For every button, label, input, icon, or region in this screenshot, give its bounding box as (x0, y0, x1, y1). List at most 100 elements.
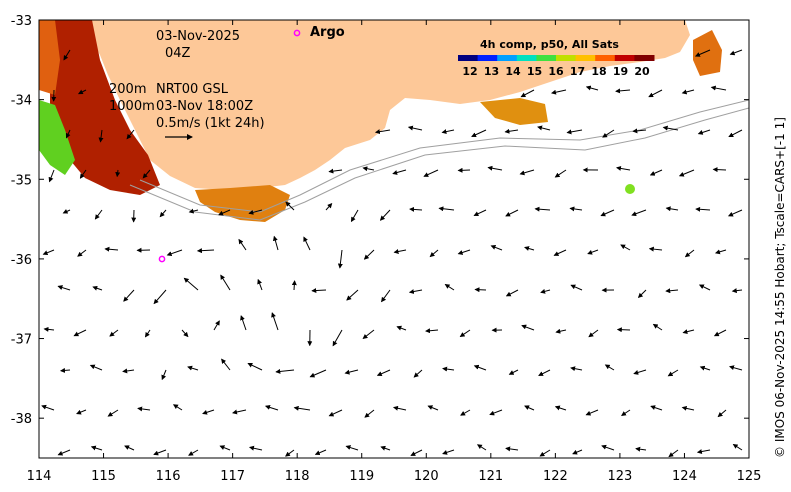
current-arrow (123, 289, 135, 302)
current-arrow (124, 445, 135, 451)
current-arrow (442, 449, 455, 455)
x-tick-label: 125 (737, 469, 762, 484)
current-arrow (732, 443, 743, 451)
legend-tick-label: 19 (612, 65, 629, 78)
current-arrow (505, 209, 519, 217)
colorbar-segment (458, 55, 479, 61)
current-arrow (731, 288, 743, 294)
x-tick-label: 116 (156, 469, 181, 484)
current-arrow (374, 129, 391, 135)
current-arrow (196, 248, 215, 254)
current-arrow (504, 128, 519, 134)
current-arrow (62, 209, 71, 214)
current-arrow (615, 88, 631, 94)
x-tick-label: 121 (478, 469, 503, 484)
current-arrow (325, 202, 333, 211)
sst-patch-green (39, 100, 75, 175)
current-arrow (520, 89, 535, 98)
current-arrow (92, 285, 103, 291)
current-arrow (65, 129, 71, 139)
current-arrow (637, 289, 647, 299)
current-arrow (213, 320, 220, 331)
current-arrow (380, 445, 391, 451)
current-arrow (363, 249, 375, 260)
sst-patch-orange-west (39, 20, 60, 95)
colorbar-segment (595, 55, 616, 61)
current-arrow (219, 445, 231, 451)
current-arrow (694, 49, 711, 57)
y-tick-label: -33 (11, 14, 32, 29)
y-tick-label: -34 (11, 94, 32, 109)
current-arrow (604, 364, 615, 371)
current-arrow (153, 289, 167, 305)
current-arrow (650, 405, 663, 411)
current-arrow (264, 405, 279, 411)
current-arrow (667, 369, 679, 377)
current-arrow (409, 206, 423, 212)
current-arrow (473, 364, 487, 371)
current-arrow (570, 284, 583, 291)
current-arrow (59, 367, 71, 373)
current-arrow (715, 249, 727, 255)
current-arrow (275, 368, 295, 374)
contour-200m (139, 99, 749, 213)
current-arrow (293, 405, 311, 411)
current-arrow (109, 329, 119, 337)
current-arrow (77, 89, 87, 95)
current-arrow (247, 362, 263, 371)
current-arrow (407, 125, 423, 131)
current-arrow (423, 169, 439, 177)
current-arrow (285, 449, 295, 457)
current-arrow (697, 129, 711, 135)
y-tick-label: -37 (11, 333, 32, 348)
current-arrow (566, 129, 583, 135)
current-arrow (272, 235, 279, 251)
current-arrow (63, 49, 71, 61)
current-arrow (393, 249, 407, 254)
colorbar-segment (575, 55, 596, 61)
current-arrow (471, 129, 487, 138)
current-arrow (508, 369, 519, 375)
current-arrow (537, 125, 551, 131)
current-arrow (115, 169, 121, 178)
current-arrow (665, 206, 679, 212)
sst-patch-small (625, 184, 635, 194)
current-arrow (601, 444, 615, 451)
current-arrow (460, 409, 471, 416)
current-arrow (309, 369, 327, 378)
current-arrow (328, 409, 343, 417)
contour-1000m-label: 1000m (109, 99, 155, 114)
current-arrow (181, 329, 189, 338)
current-arrow (346, 289, 359, 301)
current-arrow (505, 289, 519, 297)
current-arrow (444, 284, 455, 291)
current-arrow (41, 404, 55, 411)
current-arrow (631, 209, 647, 217)
temperature-colorbar (458, 55, 655, 61)
current-arrow (183, 277, 199, 291)
current-arrow (474, 287, 487, 293)
current-arrow (538, 369, 551, 377)
current-arrow (555, 328, 567, 334)
contour-1000m (129, 107, 749, 221)
current-arrow (73, 329, 87, 337)
legend-tick-label: 14 (505, 65, 521, 78)
current-arrow (328, 168, 343, 174)
current-arrow (57, 449, 71, 456)
current-arrow (188, 449, 199, 456)
current-arrow (362, 329, 375, 340)
current-arrow (699, 365, 711, 371)
current-arrow (616, 165, 631, 171)
current-arrow (572, 449, 583, 455)
current-arrow (717, 409, 727, 418)
current-arrow (94, 209, 103, 220)
current-arrow (291, 280, 297, 291)
current-arrow (457, 167, 471, 173)
current-arrow (376, 369, 391, 376)
current-arrow (285, 201, 295, 211)
current-arrow (153, 449, 167, 456)
current-arrow (681, 405, 695, 411)
current-arrow (602, 129, 615, 138)
current-arrow (344, 369, 359, 375)
current-arrow (350, 209, 359, 223)
